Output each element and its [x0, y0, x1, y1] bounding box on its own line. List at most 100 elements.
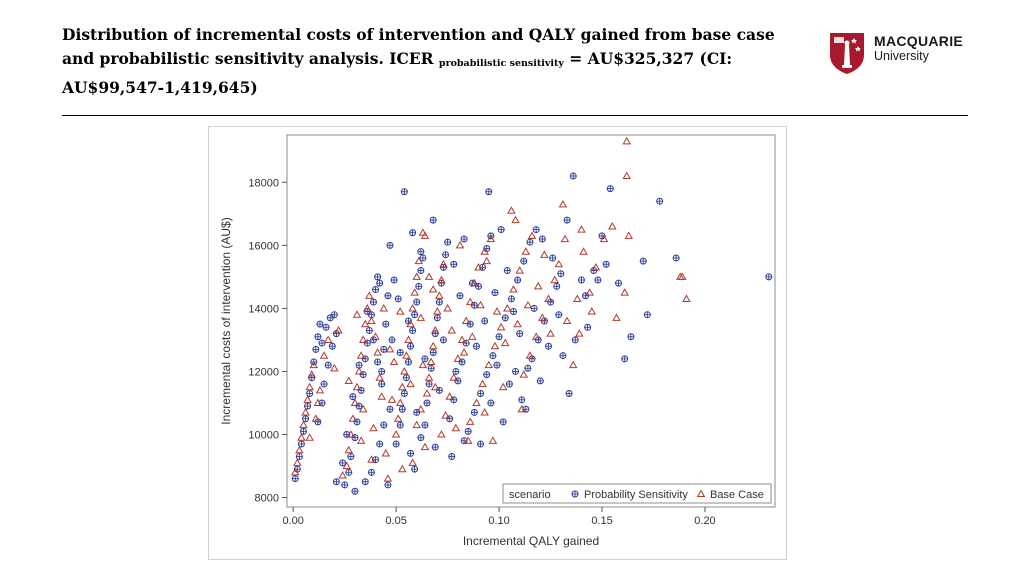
legend-label-probability-sensitivity: Probability Sensitivity	[584, 489, 688, 501]
base-case-point	[356, 351, 366, 359]
base-case-point	[437, 430, 446, 438]
base-case-point	[430, 326, 440, 334]
probability-sensitivity-point	[656, 197, 664, 205]
probability-sensitivity-point	[324, 361, 332, 369]
base-case-point	[369, 423, 378, 432]
base-case-point	[511, 215, 520, 224]
base-case-point	[305, 433, 314, 441]
x-axis-label: Incremental QALY gained	[463, 534, 599, 548]
base-case-point	[455, 240, 465, 249]
base-case-point	[463, 436, 473, 444]
legend-box	[502, 483, 772, 504]
probability-sensitivity-point	[407, 342, 415, 350]
probability-sensitivity-point	[390, 276, 398, 284]
probability-sensitivity-point	[382, 320, 390, 328]
probability-sensitivity-point	[514, 276, 522, 284]
y-tick-label: 18000	[248, 177, 279, 189]
legend-marker-base-case	[696, 489, 706, 498]
probability-sensitivity-point	[477, 390, 485, 398]
base-case-point	[367, 455, 376, 463]
probability-sensitivity-point	[672, 254, 680, 262]
probability-sensitivity-point	[308, 374, 316, 382]
probability-sensitivity-point	[448, 453, 456, 461]
probability-sensitivity-point	[312, 345, 320, 353]
base-case-point	[303, 395, 312, 403]
probability-sensitivity-point	[367, 468, 375, 476]
base-case-point	[517, 404, 526, 413]
base-case-point	[315, 385, 325, 394]
base-case-point	[443, 303, 452, 312]
probability-sensitivity-point	[477, 440, 485, 448]
base-case-point	[313, 398, 323, 407]
base-case-point	[492, 307, 502, 315]
base-case-point	[439, 259, 448, 268]
probability-sensitivity-point	[330, 311, 338, 319]
probability-sensitivity-point	[507, 295, 515, 303]
base-case-point	[472, 398, 481, 407]
probability-sensitivity-point	[431, 330, 439, 338]
probability-sensitivity-point	[413, 298, 421, 306]
probability-sensitivity-point	[417, 434, 425, 442]
probability-sensitivity-point	[435, 298, 443, 306]
base-case-point	[577, 225, 586, 233]
slide-title: Distribution of incremental costs of int…	[62, 23, 782, 100]
base-case-point	[371, 332, 380, 340]
base-case-point	[451, 423, 461, 432]
probability-sensitivity-point	[376, 440, 384, 448]
base-case-point	[389, 357, 399, 366]
probability-sensitivity-point	[557, 270, 565, 278]
probability-sensitivity-point	[439, 336, 447, 344]
logo-name: MACQUARIE	[874, 33, 964, 49]
probability-sensitivity-point	[421, 421, 429, 429]
probability-sensitivity-point	[437, 279, 445, 287]
base-case-point	[418, 360, 428, 369]
probability-sensitivity-point	[536, 377, 544, 385]
probability-sensitivity-point	[456, 292, 464, 300]
base-case-point	[395, 398, 405, 407]
base-case-point	[538, 313, 547, 321]
probability-sensitivity-point	[470, 301, 478, 309]
base-case-point	[562, 316, 572, 325]
probability-sensitivity-point	[516, 330, 524, 338]
probability-sensitivity-point	[481, 317, 489, 325]
base-case-point	[416, 404, 426, 413]
probability-sensitivity-point	[374, 358, 382, 366]
probability-sensitivity-point	[512, 367, 520, 375]
probability-sensitivity-point	[450, 260, 458, 268]
base-case-point	[393, 414, 403, 422]
probability-sensitivity-point	[339, 459, 347, 467]
probability-sensitivity-point	[462, 339, 470, 347]
probability-sensitivity-point	[363, 339, 371, 347]
probability-sensitivity-point	[314, 333, 322, 341]
legend-title: scenario	[509, 489, 551, 501]
base-case-point	[406, 379, 415, 388]
y-tick-label: 12000	[248, 366, 279, 378]
base-case-point	[365, 291, 374, 299]
base-case-point	[400, 367, 409, 375]
probability-sensitivity-point	[454, 377, 462, 385]
probability-sensitivity-point	[374, 273, 382, 281]
base-case-point	[620, 288, 629, 296]
base-case-point	[402, 351, 411, 359]
probability-sensitivity-point	[509, 308, 517, 316]
base-case-point	[358, 335, 368, 343]
base-case-point	[558, 199, 568, 208]
probability-sensitivity-point	[493, 361, 501, 369]
base-case-point	[488, 436, 498, 444]
base-case-point	[420, 231, 430, 239]
probability-sensitivity-point	[643, 311, 651, 319]
title-line2a: and probabilistic sensitivity analysis. …	[62, 49, 439, 68]
probability-sensitivity-point	[351, 434, 359, 442]
legend-label-base-case: Base Case	[710, 489, 764, 501]
probability-sensitivity-point	[450, 396, 458, 404]
base-case-point	[412, 272, 421, 280]
probability-sensitivity-point	[444, 238, 452, 246]
base-case-point	[465, 297, 475, 306]
base-case-point	[309, 360, 319, 369]
base-case-point	[587, 307, 597, 315]
probability-sensitivity-point	[417, 248, 425, 256]
base-case-point	[503, 303, 512, 312]
base-case-point	[408, 303, 417, 312]
probability-sensitivity-point	[394, 295, 402, 303]
base-case-point	[568, 360, 578, 369]
